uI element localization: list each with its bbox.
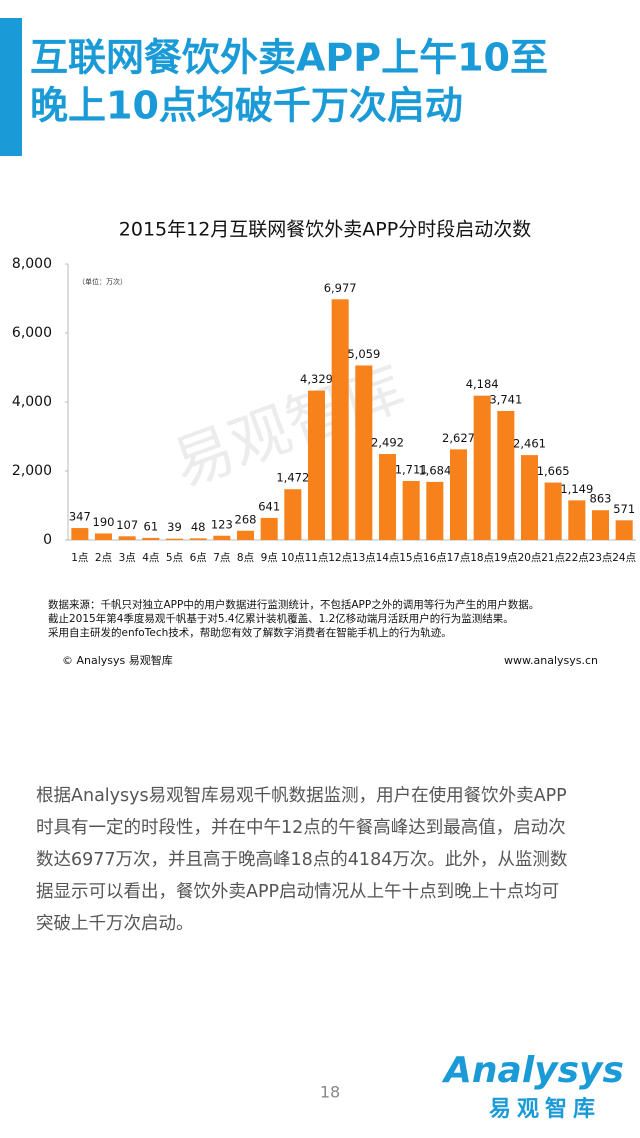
- bar: [71, 528, 89, 540]
- value-label: 48: [191, 520, 206, 534]
- body-text: 据显示可以看出，餐饮外卖APP启动情况从上午十点到晚上十点均可: [36, 882, 559, 902]
- bar: [189, 538, 207, 540]
- page-title: 晚上10点均破千万次启动: [30, 84, 463, 128]
- value-label: 2,492: [371, 436, 404, 450]
- value-label: 123: [211, 517, 233, 531]
- x-tick-label: 18点: [470, 552, 494, 564]
- value-label: 3,741: [489, 392, 522, 406]
- chart-title: 2015年12月互联网餐饮外卖APP分时段启动次数: [119, 219, 531, 241]
- x-tick-label: 6点: [190, 552, 207, 564]
- body-text: 数达6977万次，并且高于晚高峰18点的4184万次。此外，从监测数: [36, 850, 567, 870]
- x-tick-label: 20点: [518, 552, 542, 564]
- x-tick-label: 2点: [95, 552, 112, 564]
- x-tick-label: 14点: [376, 552, 400, 564]
- bar: [331, 299, 349, 540]
- value-label: 1,711: [395, 462, 428, 476]
- bar: [165, 538, 184, 540]
- value-label: 863: [590, 492, 612, 506]
- bar: [497, 410, 515, 540]
- value-label: 2,627: [442, 431, 475, 445]
- y-tick-label: 8,000: [12, 256, 52, 272]
- x-tick-label: 21点: [541, 552, 565, 564]
- bar: [355, 365, 373, 540]
- value-label: 5,059: [347, 347, 380, 361]
- bar: [544, 482, 562, 540]
- bar: [615, 520, 633, 540]
- x-tick-label: 4点: [142, 552, 159, 564]
- bar: [94, 533, 113, 540]
- x-tick-label: 13点: [352, 552, 376, 564]
- logo-name: Analysys: [441, 1050, 624, 1091]
- bar: [520, 455, 539, 540]
- bar: [213, 535, 231, 540]
- x-tick-label: 10点: [281, 552, 305, 564]
- x-tick-label: 19点: [494, 552, 518, 564]
- x-tick-label: 8点: [237, 552, 254, 564]
- value-label: 107: [116, 518, 138, 532]
- bar: [402, 480, 420, 540]
- bar: [426, 481, 444, 540]
- x-tick-label: 17点: [447, 552, 471, 564]
- value-label: 2,461: [513, 437, 546, 451]
- source-note: 采用自主研发的enfoTech技术，帮助您有效了解数字消费者在智能手机上的行为轨…: [48, 626, 452, 639]
- y-tick-label: 0: [43, 532, 52, 548]
- footer-left: © Analysys 易观智库: [62, 653, 173, 667]
- x-tick-label: 22点: [565, 552, 589, 564]
- x-tick-label: 24点: [612, 552, 636, 564]
- bar: [591, 510, 610, 540]
- y-tick-label: 6,000: [12, 325, 52, 341]
- value-label: 1,472: [276, 471, 309, 485]
- x-tick-label: 9点: [261, 552, 278, 564]
- page-title: 互联网餐饮外卖APP上午10至: [30, 36, 548, 80]
- x-tick-label: 5点: [166, 552, 183, 564]
- value-label: 39: [167, 520, 182, 534]
- source-note: 数据来源：千帆只对独立APP中的用户数据进行监测统计，不包括APP之外的调用等行…: [48, 598, 539, 611]
- y-tick-label: 2,000: [12, 463, 52, 479]
- bar: [260, 517, 278, 540]
- bar: [307, 390, 326, 540]
- y-tick-label: 4,000: [12, 394, 52, 410]
- bar: [449, 449, 468, 540]
- value-label: 61: [144, 519, 159, 533]
- value-label: 1,684: [418, 463, 451, 477]
- body-text: 根据Analysys易观智库易观千帆数据监测，用户在使用餐饮外卖APP: [36, 785, 567, 806]
- bar: [236, 530, 255, 540]
- value-label: 1,665: [537, 464, 570, 478]
- unit-note: （单位：万次）: [78, 277, 127, 286]
- logo-subtitle: 易观智库: [489, 1096, 601, 1122]
- value-label: 4,329: [300, 372, 333, 386]
- source-note: 截止2015年第4季度易观千帆基于对5.4亿累计装机覆盖、1.2亿移动端月活跃用…: [48, 612, 514, 625]
- value-label: 347: [69, 510, 91, 524]
- body-text: 时具有一定的时段性，并在中午12点的午餐高峰达到最高值，启动次: [36, 818, 566, 838]
- title-bar: [0, 18, 22, 156]
- x-tick-label: 3点: [119, 552, 136, 564]
- value-label: 641: [258, 499, 280, 513]
- x-tick-label: 23点: [589, 552, 613, 564]
- x-tick-label: 16点: [423, 552, 447, 564]
- x-tick-label: 12点: [328, 552, 352, 564]
- bar: [142, 537, 160, 540]
- value-label: 190: [93, 515, 115, 529]
- bar: [378, 454, 397, 540]
- value-label: 268: [235, 512, 257, 526]
- value-label: 1,149: [560, 482, 593, 496]
- body-text: 突破上千万次启动。: [36, 914, 194, 934]
- value-label: 6,977: [324, 281, 357, 295]
- value-label: 571: [613, 502, 635, 516]
- bar: [284, 489, 302, 540]
- footer-right: www.analysys.cn: [504, 654, 598, 667]
- x-tick-label: 15点: [399, 552, 423, 564]
- bar: [568, 500, 586, 540]
- bar: [118, 536, 136, 540]
- page-number: 18: [320, 1083, 340, 1102]
- value-label: 4,184: [466, 377, 499, 391]
- x-tick-label: 7点: [213, 552, 230, 564]
- bar: [473, 395, 491, 540]
- x-tick-label: 1点: [71, 552, 88, 564]
- x-tick-label: 11点: [305, 552, 329, 564]
